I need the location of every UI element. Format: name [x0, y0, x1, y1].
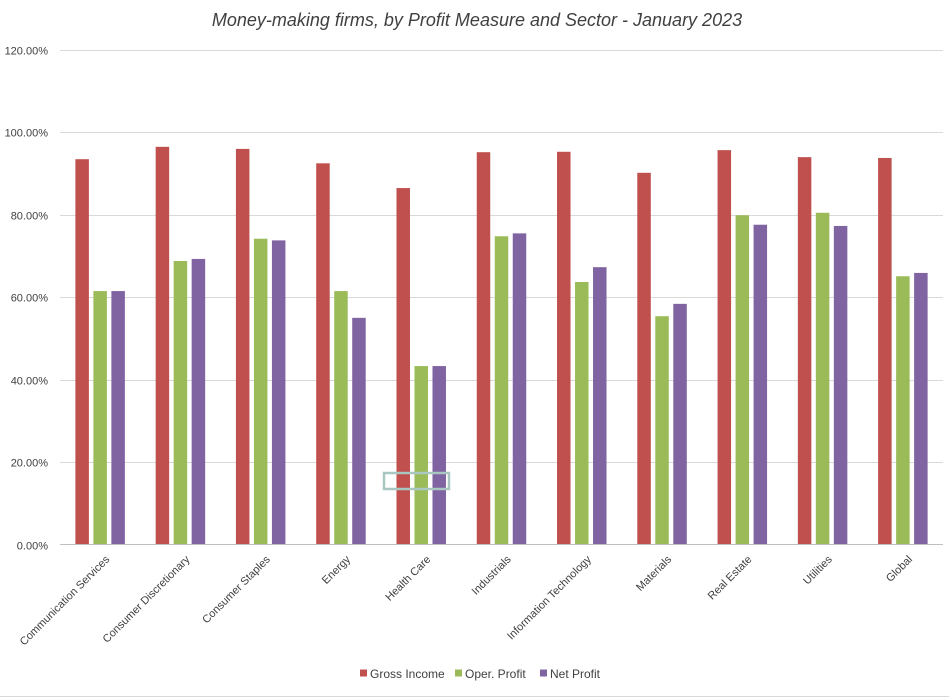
bar-oper-profit	[575, 282, 589, 545]
bar-oper-profit	[334, 291, 348, 545]
x-tick-label: Communication Services	[18, 553, 113, 648]
x-tick-label: Energy	[320, 553, 353, 586]
bars	[75, 146, 928, 545]
bar-gross-income	[75, 159, 89, 545]
x-tick-label: Utilities	[801, 553, 835, 587]
bar-gross-income	[155, 146, 170, 545]
y-axis-ticks: 0.00% 20.00% 40.00% 60.00% 80.00% 100.00% 120.…	[5, 46, 49, 553]
bar-net-profit	[271, 240, 286, 545]
legend-label: Net Profit	[550, 667, 601, 681]
x-tick-label: Industrials	[470, 553, 514, 597]
bar-gross-income	[316, 163, 330, 545]
y-tick-label: 40.00%	[11, 376, 49, 388]
bar-gross-income	[235, 148, 250, 545]
bar-oper-profit	[735, 215, 750, 545]
y-tick-label: 120.00%	[5, 46, 49, 58]
bar-gross-income	[797, 157, 812, 545]
bar-gross-income	[396, 188, 410, 545]
bar-oper-profit	[896, 276, 910, 545]
chart-title: Money-making firms, by Profit Measure an…	[212, 10, 742, 30]
bar-oper-profit	[494, 236, 509, 545]
bar-oper-profit	[93, 291, 107, 545]
bar-oper-profit	[655, 316, 669, 545]
x-tick-label: Consumer Discretionary	[101, 553, 193, 645]
x-tick-label: Materials	[634, 553, 674, 593]
bar-net-profit	[673, 303, 687, 545]
bar-net-profit	[914, 272, 928, 545]
selection-marker	[382, 471, 451, 491]
bar-net-profit	[432, 366, 446, 545]
bar-oper-profit	[253, 238, 268, 545]
bar-gross-income	[878, 157, 892, 545]
y-tick-label: 20.00%	[11, 458, 49, 470]
legend-swatch	[360, 669, 367, 677]
y-tick-label: 60.00%	[11, 293, 49, 305]
bar-net-profit	[512, 233, 527, 545]
bar-oper-profit	[173, 260, 188, 545]
x-tick-label: Real Estate	[706, 554, 755, 603]
bar-oper-profit	[815, 212, 830, 545]
bar-net-profit	[593, 267, 607, 545]
x-tick-label: Information Technology	[505, 553, 594, 642]
bar-net-profit	[191, 258, 206, 545]
y-tick-label: 0.00%	[17, 541, 48, 553]
bar-net-profit	[352, 317, 366, 545]
bar-net-profit	[111, 291, 125, 545]
x-tick-label: Global	[884, 554, 915, 585]
legend: Gross Income Oper. Profit Net Profit	[360, 667, 601, 681]
bar-gross-income	[717, 150, 732, 545]
bar-net-profit	[753, 224, 768, 545]
x-tick-label: Health Care	[383, 554, 433, 604]
bar-oper-profit	[414, 366, 428, 545]
bar-net-profit	[833, 225, 848, 545]
legend-swatch	[540, 669, 547, 677]
legend-swatch	[455, 669, 462, 677]
bar-gross-income	[637, 172, 651, 545]
y-tick-label: 80.00%	[11, 211, 49, 223]
x-tick-label: Consumer Staples	[200, 553, 273, 626]
legend-label: Gross Income	[370, 667, 445, 681]
y-tick-label: 100.00%	[5, 128, 49, 140]
bar-gross-income	[476, 152, 491, 545]
legend-label: Oper. Profit	[465, 667, 526, 681]
bar-gross-income	[557, 151, 571, 545]
